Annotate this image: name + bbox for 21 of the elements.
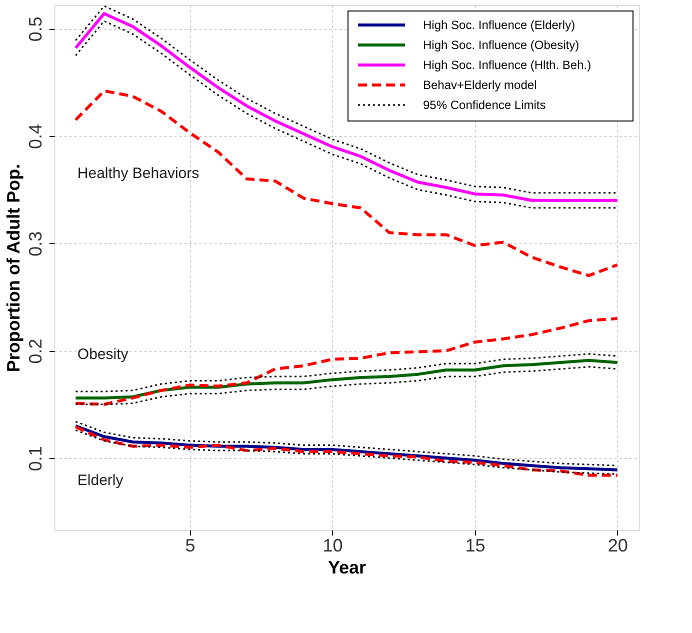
y-tick-label: 0.3 xyxy=(26,231,46,256)
y-axis-title: Proportion of Adult Pop. xyxy=(4,164,24,372)
x-tick-label: 10 xyxy=(322,536,343,556)
legend-label: Behav+Elderly model xyxy=(423,78,537,92)
annotation: Elderly xyxy=(77,472,124,490)
x-tick-label: 20 xyxy=(608,536,628,556)
annotation: Obesity xyxy=(77,346,129,364)
y-tick-label: 0.5 xyxy=(26,16,46,42)
x-tick-label: 15 xyxy=(465,536,486,556)
annotation: Healthy Behaviors xyxy=(77,165,200,182)
legend-label: 95% Confidence Limits xyxy=(423,98,546,112)
legend-label: High Soc. Influence (Elderly) xyxy=(423,18,576,32)
y-tick-label: 0.1 xyxy=(26,446,46,472)
x-tick-label: 5 xyxy=(185,536,196,556)
x-axis-title: Year xyxy=(328,558,366,578)
y-tick-label: 0.2 xyxy=(26,338,46,364)
line-series xyxy=(74,316,619,406)
legend-label: High Soc. Influence (Hlth. Beh.) xyxy=(423,58,592,72)
line-series xyxy=(74,366,618,406)
legend-label: High Soc. Influence (Obesity) xyxy=(423,38,580,52)
y-tick-label: 0.4 xyxy=(26,124,46,149)
